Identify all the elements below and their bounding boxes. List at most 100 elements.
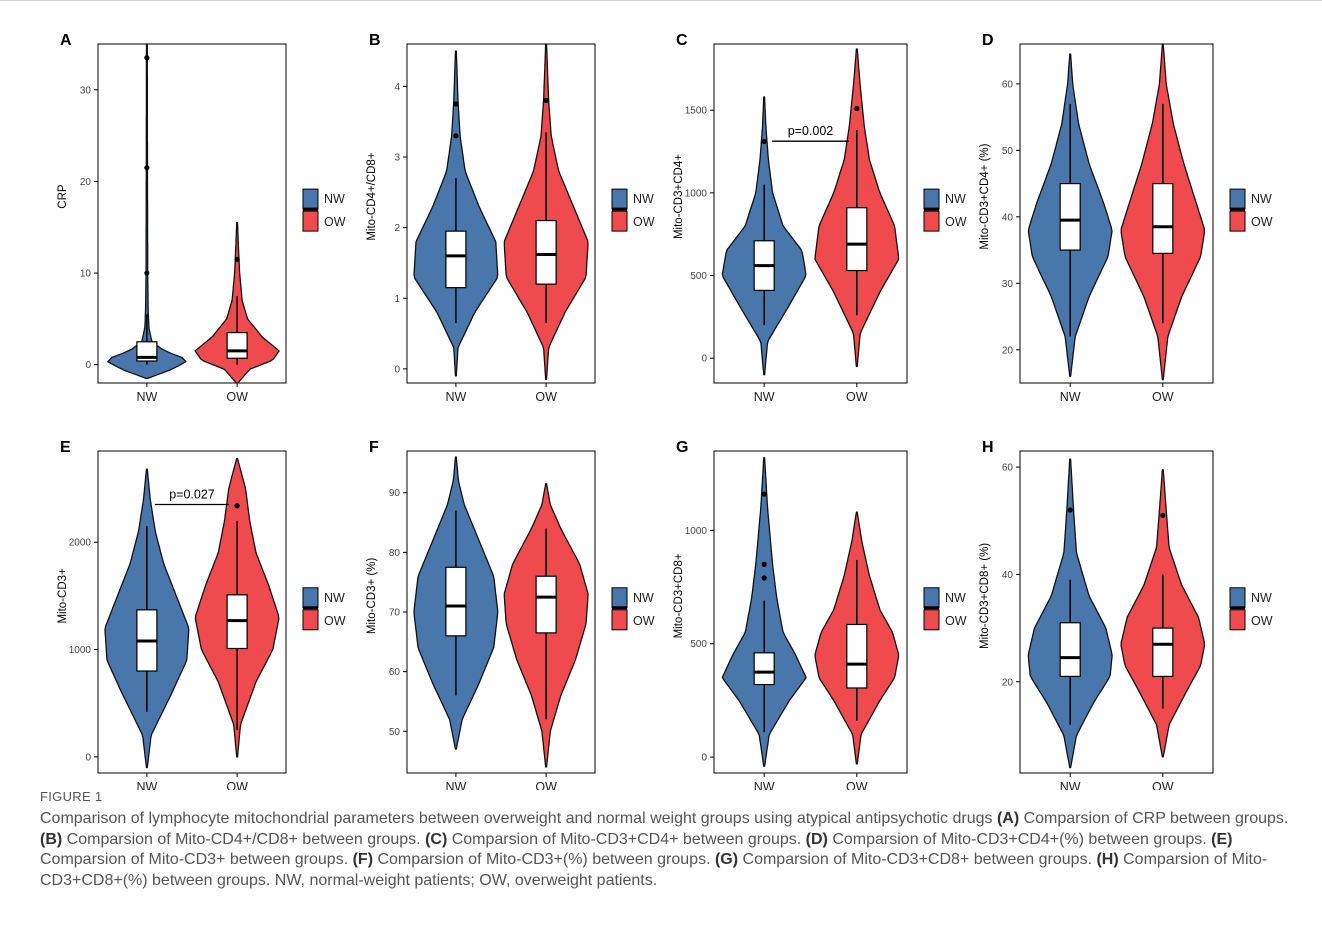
panel-h-xtick-label-1: OW <box>1152 780 1174 790</box>
panel-c-xtick-label-1: OW <box>846 390 868 404</box>
panel-b-xtick-label-0: NW <box>445 390 466 404</box>
panel-b-xtick-label-1: OW <box>535 390 557 404</box>
panel-a-ytick-label-0: 0 <box>85 360 91 371</box>
panel-c-legend-key-nw <box>923 188 940 210</box>
panel-g-outlier-nw-2 <box>761 491 767 497</box>
panel-b-box-nw <box>445 230 467 289</box>
panel-h-box-nw <box>1059 622 1081 678</box>
panel-g-outlier-nw-1 <box>761 561 767 567</box>
panel-g-ylabel: Mito-CD3+CD8+ <box>673 553 685 638</box>
panel-f-ytick-label-3: 80 <box>389 548 401 559</box>
caption-text-2: Comparsion of Mito-CD3+CD4+ between grou… <box>447 830 806 848</box>
panel-f-ytick-label-4: 90 <box>389 488 401 499</box>
panel-c-ytick-label-0: 0 <box>701 354 707 365</box>
caption-parts: (A) Comparsion of CRP between groups. (B… <box>40 810 1288 889</box>
panel-h-outlier-ow-0 <box>1160 512 1166 519</box>
panel-g-frame <box>713 450 908 774</box>
panel-c-outlier-nw-0 <box>761 138 767 145</box>
panel-f-xtick-label-1: OW <box>535 780 557 790</box>
panel-c-outlier-ow-0 <box>854 105 860 112</box>
panel-f-legend-label-nw: NW <box>633 591 654 605</box>
panel-c-ytick-label-2: 1000 <box>685 188 708 199</box>
panel-d-legend-key-nw <box>1229 188 1246 210</box>
panel-f-legend-label-ow: OW <box>633 614 655 628</box>
panel-g-xtick-label-1: OW <box>846 780 868 790</box>
panel-b-ytick-label-4: 4 <box>394 82 400 93</box>
panel-f-legend-key-nw <box>611 587 628 609</box>
panel-f-box-ow <box>535 575 557 634</box>
panel-b-outlier-nw-1 <box>453 101 459 107</box>
panel-h-frame <box>1019 450 1214 774</box>
panel-c-legend-label-ow: OW <box>945 215 967 229</box>
panel-e-ytick-label-1: 1000 <box>69 645 92 656</box>
panel-d-frame <box>1019 43 1214 384</box>
panel-c-ylabel: Mito-CD3+CD4+ <box>673 154 685 239</box>
panel-c-legend-label-nw: NW <box>945 192 966 206</box>
panel-a-ytick-label-3: 30 <box>80 85 92 96</box>
panel-e-frame <box>97 450 287 774</box>
panel-h-legend-label-nw: NW <box>1251 591 1272 605</box>
panel-a-legend-key-nw <box>302 188 319 210</box>
panel-b-ytick-label-2: 2 <box>394 223 400 234</box>
panel-e-letter: E <box>60 439 71 456</box>
panel-b-legend-key-ow <box>611 210 628 232</box>
top-divider <box>0 0 1322 1</box>
caption-intro: Comparison of lymphocyte mitochondrial p… <box>40 810 997 827</box>
panel-a-xtick-label-1: OW <box>226 390 248 404</box>
panel-d-ytick-label-3: 50 <box>1002 146 1014 157</box>
caption-text-6: Comparsion of Mito-CD3+CD8+ between grou… <box>738 851 1097 868</box>
violin-figure: A 0 10 20 30 CRP NW OW NW OW B 0 1 2 3 4 Mito-CD4+/CD8+ N… <box>57 32 1273 790</box>
panel-a-xtick-label-0: NW <box>136 390 157 404</box>
panel-g-legend-key-nw <box>923 587 940 609</box>
panel-b-legend-key-nw <box>611 188 628 210</box>
panel-h-ytick-label-1: 40 <box>1002 570 1014 581</box>
panel-b-outlier-ow-0 <box>543 97 549 104</box>
panel-b-ytick-label-1: 1 <box>394 294 400 305</box>
panel-f-legend-key-ow <box>611 609 628 631</box>
panel-a-outlier-nw-1 <box>144 165 150 171</box>
panel-b-ytick-label-0: 0 <box>394 364 400 375</box>
panel-a-frame <box>97 43 287 384</box>
panel-h-box-ow <box>1152 627 1174 677</box>
panel-a-box-ow <box>226 332 248 359</box>
panel-c-sig-label: p=0.002 <box>788 124 834 138</box>
panel-d-box-nw <box>1059 182 1081 251</box>
panel-c-letter: C <box>676 32 688 49</box>
panel-c-legend-key-ow <box>923 210 940 232</box>
panel-f-ytick-label-1: 60 <box>389 667 401 678</box>
caption-tag-5: (F) <box>352 851 374 868</box>
caption-tag-2: (C) <box>425 830 448 848</box>
panel-h-xtick-label-0: NW <box>1060 780 1081 790</box>
caption-text-5: Comparsion of Mito-CD3+(%) between group… <box>373 851 715 868</box>
caption-tag-4: (E) <box>1211 830 1233 848</box>
panel-h-letter: H <box>982 439 994 456</box>
caption-text-0: Comparsion of CRP between groups. <box>1019 810 1289 827</box>
caption-tag-6: (G) <box>714 851 739 868</box>
panel-e-legend-key-ow <box>302 609 319 631</box>
panel-c-xtick-label-0: NW <box>754 390 775 404</box>
panel-f-ylabel: Mito-CD3+ (%) <box>366 558 378 635</box>
panel-g-letter: G <box>676 439 688 456</box>
panel-b-box-ow <box>535 219 557 285</box>
caption-tag-0: (A) <box>996 810 1020 827</box>
panel-a-ytick-label-2: 20 <box>80 177 92 188</box>
panel-a-outlier-ow-0 <box>234 256 240 262</box>
caption-tag-1: (B) <box>40 830 63 848</box>
panel-b-outlier-nw-0 <box>453 133 459 139</box>
panel-e-ytick-label-2: 2000 <box>69 538 92 549</box>
panel-h-legend-key-ow <box>1229 609 1246 631</box>
panel-g-ytick-label-0: 0 <box>701 753 707 764</box>
panel-f-ytick-label-2: 70 <box>389 608 401 619</box>
panel-d-xtick-label-0: NW <box>1060 390 1081 404</box>
panel-h-ytick-label-2: 60 <box>1002 463 1014 474</box>
panel-d-legend-label-ow: OW <box>1251 215 1273 229</box>
panel-d-ytick-label-2: 40 <box>1002 212 1014 223</box>
panel-d-box-ow <box>1152 182 1174 254</box>
caption-text-1: Comparsion of Mito-CD4+/CD8+ between gro… <box>62 830 426 848</box>
panel-a-ytick-label-1: 10 <box>80 269 92 280</box>
panel-f-letter: F <box>369 439 379 456</box>
panel-e-ytick-label-0: 0 <box>85 752 91 763</box>
panel-h-ytick-label-0: 20 <box>1002 677 1014 688</box>
panel-g-legend-label-nw: NW <box>945 591 966 605</box>
panel-g-legend-label-ow: OW <box>945 614 967 628</box>
